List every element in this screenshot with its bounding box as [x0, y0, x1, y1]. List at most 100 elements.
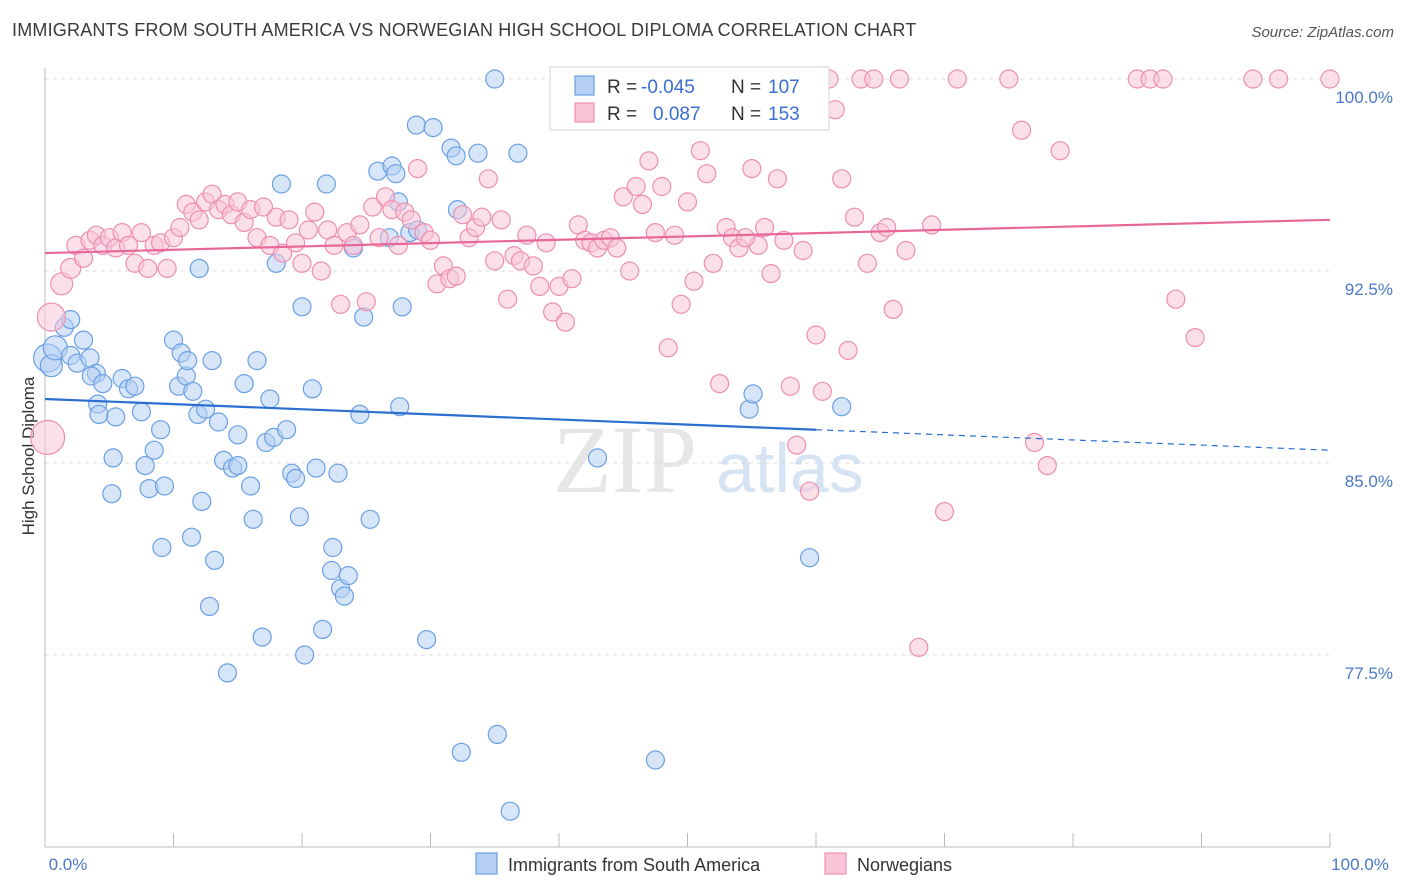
- immigrants-point[interactable]: [302, 379, 322, 399]
- immigrants-point[interactable]: [500, 801, 520, 821]
- norwegians-point[interactable]: [273, 243, 293, 263]
- immigrants-point[interactable]: [228, 425, 248, 445]
- norwegians-point[interactable]: [671, 294, 691, 314]
- norwegians-point[interactable]: [645, 223, 666, 243]
- immigrants-point[interactable]: [241, 476, 261, 496]
- immigrants-point[interactable]: [289, 507, 309, 527]
- immigrants-point[interactable]: [277, 420, 297, 440]
- immigrants-point[interactable]: [106, 407, 126, 427]
- immigrants-point[interactable]: [423, 117, 443, 138]
- bottom-legend-swatch-immigrants[interactable]: [475, 852, 498, 875]
- immigrants-point[interactable]: [178, 351, 198, 371]
- norwegians-point[interactable]: [408, 159, 428, 179]
- immigrants-point[interactable]: [392, 297, 412, 317]
- norwegians-point[interactable]: [1011, 120, 1032, 140]
- immigrants-point[interactable]: [487, 724, 507, 745]
- norwegians-point[interactable]: [806, 325, 826, 345]
- norwegians-point[interactable]: [562, 269, 582, 289]
- immigrants-point[interactable]: [135, 456, 155, 476]
- norwegians-point[interactable]: [652, 176, 672, 197]
- norwegians-point[interactable]: [73, 248, 94, 268]
- norwegians-point[interactable]: [703, 253, 723, 273]
- norwegians-point[interactable]: [864, 69, 884, 89]
- immigrants-point[interactable]: [485, 69, 505, 89]
- immigrants-point[interactable]: [125, 376, 145, 396]
- norwegians-point[interactable]: [498, 289, 518, 309]
- norwegians-point[interactable]: [253, 197, 274, 217]
- norwegians-point[interactable]: [812, 381, 833, 401]
- immigrants-point[interactable]: [151, 420, 171, 440]
- norwegians-point[interactable]: [189, 210, 209, 230]
- norwegians-point[interactable]: [896, 240, 916, 261]
- norwegians-point[interactable]: [947, 69, 967, 89]
- immigrants-point[interactable]: [334, 586, 354, 606]
- immigrants-point[interactable]: [295, 645, 315, 665]
- norwegians-point[interactable]: [639, 151, 659, 171]
- immigrants-point[interactable]: [323, 537, 343, 558]
- immigrants-point[interactable]: [202, 351, 222, 371]
- norwegians-point[interactable]: [523, 256, 543, 276]
- norwegians-point[interactable]: [356, 292, 376, 312]
- norwegians-point[interactable]: [690, 141, 711, 161]
- norwegians-point[interactable]: [279, 210, 299, 230]
- immigrants-point[interactable]: [93, 374, 113, 394]
- norwegians-point[interactable]: [401, 210, 421, 230]
- norwegians-point[interactable]: [883, 299, 903, 319]
- immigrants-point[interactable]: [217, 663, 238, 683]
- norwegians-point[interactable]: [999, 69, 1019, 89]
- norwegians-point[interactable]: [1037, 456, 1057, 476]
- norwegians-point[interactable]: [491, 210, 511, 230]
- norwegians-point[interactable]: [472, 207, 492, 227]
- norwegians-point[interactable]: [1153, 69, 1173, 89]
- norwegians-point[interactable]: [157, 258, 177, 278]
- immigrants-point[interactable]: [316, 174, 336, 194]
- norwegians-point[interactable]: [934, 502, 955, 522]
- immigrants-point[interactable]: [350, 404, 370, 424]
- norwegians-point[interactable]: [626, 176, 646, 197]
- immigrants-point[interactable]: [189, 258, 209, 278]
- immigrants-point[interactable]: [183, 381, 203, 401]
- immigrants-point[interactable]: [386, 164, 406, 184]
- norwegians-point[interactable]: [1024, 432, 1045, 453]
- immigrants-point[interactable]: [390, 397, 410, 417]
- norwegians-point[interactable]: [780, 376, 800, 396]
- norwegians-point[interactable]: [170, 217, 190, 238]
- immigrants-point[interactable]: [73, 330, 94, 350]
- norwegians-point[interactable]: [453, 205, 473, 225]
- norwegians-point[interactable]: [446, 266, 466, 286]
- immigrants-point[interactable]: [468, 143, 488, 163]
- norwegians-point[interactable]: [1243, 69, 1263, 89]
- immigrants-point[interactable]: [199, 596, 220, 617]
- immigrants-point[interactable]: [313, 619, 333, 640]
- bottom-legend-swatch-norwegians[interactable]: [824, 852, 847, 875]
- norwegians-point[interactable]: [292, 253, 312, 273]
- immigrants-point[interactable]: [360, 509, 380, 529]
- norwegians-point[interactable]: [420, 230, 441, 250]
- norwegians-point[interactable]: [664, 225, 685, 245]
- immigrants-point[interactable]: [271, 174, 291, 194]
- immigrants-point[interactable]: [587, 448, 608, 468]
- norwegians-point[interactable]: [832, 169, 852, 189]
- immigrants-point[interactable]: [152, 537, 172, 558]
- norwegians-point[interactable]: [350, 215, 370, 235]
- norwegians-point[interactable]: [909, 637, 929, 657]
- bottom-legend-label-immigrants[interactable]: Immigrants from South America: [508, 855, 761, 875]
- immigrants-point[interactable]: [205, 550, 225, 570]
- norwegians-point[interactable]: [1166, 289, 1186, 309]
- norwegians-point[interactable]: [1185, 328, 1205, 348]
- immigrants-point[interactable]: [260, 389, 280, 409]
- norwegians-point[interactable]: [684, 271, 704, 291]
- norwegians-point[interactable]: [632, 194, 653, 214]
- norwegians-point[interactable]: [530, 276, 550, 296]
- immigrants-point[interactable]: [417, 629, 437, 650]
- norwegians-point[interactable]: [1268, 69, 1289, 89]
- immigrants-point[interactable]: [144, 440, 164, 460]
- norwegians-point[interactable]: [613, 187, 633, 207]
- immigrants-point[interactable]: [322, 560, 342, 581]
- norwegians-point[interactable]: [677, 192, 698, 212]
- immigrants-point[interactable]: [103, 448, 123, 468]
- norwegians-point[interactable]: [388, 235, 408, 255]
- immigrants-point[interactable]: [131, 402, 151, 422]
- immigrants-point[interactable]: [154, 476, 175, 496]
- norwegians-point[interactable]: [889, 69, 910, 89]
